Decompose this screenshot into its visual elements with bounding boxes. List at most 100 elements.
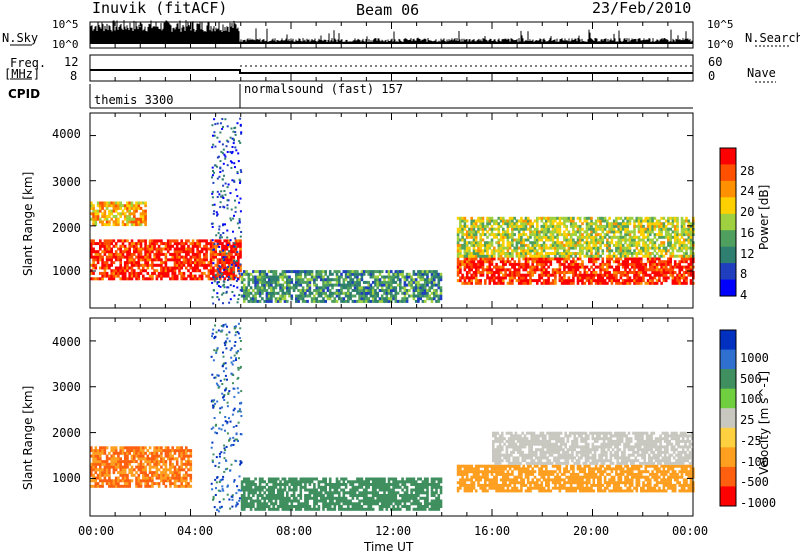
- data-cell: [608, 224, 611, 228]
- data-cell: [146, 473, 150, 477]
- data-cell: [142, 263, 145, 267]
- data-cell: [135, 451, 138, 455]
- data-cell: [299, 283, 303, 287]
- data-cell: [463, 262, 467, 266]
- data-cell: [166, 451, 170, 455]
- data-cell: [472, 262, 476, 266]
- data-cell: [597, 233, 600, 237]
- data-cell: [646, 227, 650, 231]
- data-cell: [524, 249, 528, 253]
- data-cell: [676, 230, 679, 234]
- data-cell: [191, 242, 195, 246]
- data-cell: [554, 227, 557, 231]
- data-cell: [367, 270, 370, 274]
- data-cell: [554, 230, 557, 234]
- data-cell: [682, 219, 686, 223]
- data-cell: [153, 263, 156, 267]
- data-cell: [477, 230, 480, 234]
- data-cell: [408, 294, 411, 298]
- data-cell: [317, 294, 321, 298]
- data-cell: [558, 222, 562, 226]
- data-cell: [261, 291, 264, 295]
- data-cell: [99, 244, 102, 248]
- data-cell: [490, 254, 494, 258]
- data-cell: [502, 238, 505, 242]
- data-cell: [601, 230, 605, 234]
- data-cell: [119, 451, 122, 455]
- data-cell: [472, 257, 476, 261]
- data-cell: [223, 252, 226, 256]
- data-cell: [599, 279, 602, 283]
- data-cell: [142, 212, 145, 216]
- data-cell: [92, 271, 95, 275]
- data-cell: [240, 280, 244, 284]
- data-cell: [203, 247, 206, 251]
- data-cell: [367, 286, 370, 290]
- data-cell: [497, 281, 501, 285]
- data-cell: [128, 451, 131, 455]
- data-cell: [218, 269, 222, 273]
- data-cell: [232, 255, 236, 259]
- data-cell: [474, 249, 478, 253]
- data-cell: [162, 449, 165, 453]
- data-cell: [301, 289, 305, 292]
- data-cell: [207, 261, 211, 265]
- data-cell: [465, 224, 469, 228]
- data-cell: [166, 244, 170, 248]
- data-cell: [423, 286, 427, 290]
- data-cell: [513, 246, 516, 250]
- data-cell: [565, 238, 568, 242]
- data-cell: [347, 275, 350, 279]
- data-cell: [628, 271, 632, 274]
- data-cell: [588, 268, 591, 272]
- data-cell: [649, 233, 652, 237]
- data-cell: [126, 263, 129, 267]
- data-cell: [682, 224, 686, 228]
- data-cell: [358, 294, 361, 298]
- data-cell: [484, 257, 487, 261]
- data-cell: [130, 239, 134, 243]
- data-cell: [376, 280, 379, 284]
- data-cell: [515, 271, 519, 274]
- data-cell: [529, 254, 532, 258]
- data-cell: [435, 283, 438, 287]
- data-cell: [142, 217, 145, 221]
- data-cell: [502, 281, 505, 285]
- data-cell: [110, 239, 113, 243]
- data-cell: [130, 454, 134, 458]
- data-cell: [549, 246, 553, 250]
- data-cell: [144, 209, 147, 213]
- data-cell: [649, 254, 652, 258]
- data-cell: [221, 194, 224, 197]
- data-cell: [236, 301, 239, 304]
- data-cell: [549, 257, 553, 261]
- data-cell: [520, 273, 523, 277]
- data-cell: [484, 246, 487, 250]
- data-cell: [114, 220, 118, 224]
- data-cell: [628, 281, 632, 285]
- data-cell: [356, 272, 359, 276]
- data-cell: [121, 204, 125, 208]
- data-cell: [459, 219, 462, 223]
- data-cell: [99, 473, 102, 477]
- data-cell: [524, 254, 528, 258]
- data-cell: [222, 275, 225, 278]
- data-cell: [194, 258, 197, 262]
- data-cell: [164, 271, 168, 275]
- data-cell: [542, 246, 546, 250]
- data-cell: [144, 201, 147, 205]
- data-cell: [658, 279, 661, 283]
- data-cell: [612, 243, 616, 247]
- data-cell: [610, 224, 614, 228]
- data-cell: [376, 294, 379, 298]
- data-cell: [594, 233, 598, 237]
- data-cell: [380, 299, 384, 303]
- data-cell: [169, 266, 172, 270]
- data-cell: [123, 204, 127, 208]
- data-cell: [538, 235, 541, 239]
- data-cell: [612, 273, 616, 277]
- data-cell: [135, 277, 138, 281]
- data-cell: [233, 242, 236, 244]
- data-cell: [472, 238, 476, 242]
- data-cell: [92, 215, 95, 218]
